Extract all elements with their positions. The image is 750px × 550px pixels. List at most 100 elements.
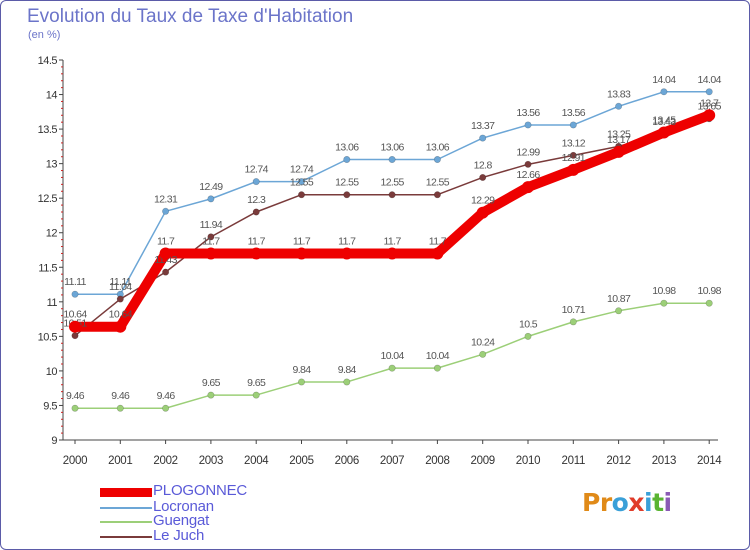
logo-letter: i: [644, 488, 653, 517]
data-label-locronan: 12.74: [245, 164, 269, 176]
data-point-locronan: [615, 102, 623, 110]
data-label-plogonnec: 13.7: [700, 97, 719, 109]
data-label-guengat: 9.84: [292, 364, 311, 376]
data-point-le-juch: [524, 160, 532, 168]
data-label-guengat: 10.87: [607, 293, 631, 305]
x-tick-label: 2000: [63, 455, 87, 467]
data-point-guengat: [615, 307, 623, 315]
y-tick-label: 9.5: [43, 400, 57, 412]
data-point-locronan: [71, 290, 79, 298]
data-label-le-juch: 11.94: [200, 219, 223, 231]
data-label-plogonnec: 12.66: [516, 169, 540, 181]
data-label-locronan: 12.74: [290, 164, 314, 176]
data-label-le-juch: 11.43: [154, 254, 177, 266]
data-point-guengat: [162, 404, 170, 412]
data-label-plogonnec: 11.7: [202, 235, 220, 247]
x-tick-label: 2001: [108, 455, 132, 467]
data-label-plogonnec: 13.17: [607, 134, 631, 146]
data-label-guengat: 10.98: [698, 285, 722, 297]
x-tick-label: 2002: [153, 455, 177, 467]
data-point-plogonnec: [657, 126, 670, 139]
data-label-le-juch: 12.55: [290, 177, 314, 189]
data-point-guengat: [207, 391, 215, 399]
data-point-guengat: [433, 364, 441, 372]
legend-label: Locronan: [153, 498, 214, 515]
data-point-plogonnec: [159, 247, 172, 260]
logo-letter: t: [652, 488, 664, 517]
data-point-le-juch: [207, 233, 215, 241]
legend-label: PLOGONNEC: [153, 482, 248, 499]
data-label-le-juch: 13.25: [607, 128, 631, 140]
data-label-locronan: 14.04: [698, 74, 722, 86]
x-tick-label: 2003: [199, 455, 223, 467]
data-label-locronan: 11.11: [64, 276, 86, 288]
y-tick-label: 10.5: [38, 331, 58, 343]
data-point-plogonnec: [69, 320, 81, 333]
data-point-locronan: [297, 178, 305, 186]
x-tick-label: 2013: [652, 455, 676, 467]
data-point-plogonnec: [340, 247, 353, 260]
y-tick-label: 14: [46, 90, 58, 102]
data-label-guengat: 9.65: [247, 377, 266, 389]
data-label-guengat: 9.65: [202, 377, 221, 389]
data-label-plogonnec: 11.7: [383, 235, 401, 247]
x-tick-label: 2011: [562, 455, 586, 467]
data-label-le-juch: 12.55: [426, 177, 450, 189]
data-point-guengat: [524, 332, 532, 340]
data-label-plogonnec: 11.7: [293, 235, 311, 247]
data-point-le-juch: [252, 208, 260, 216]
data-label-le-juch: 12.8: [474, 159, 493, 171]
data-point-plogonnec: [522, 181, 534, 194]
data-label-le-juch: 12.55: [335, 177, 359, 189]
data-point-le-juch: [388, 191, 396, 199]
x-tick-label: 2008: [425, 455, 449, 467]
data-label-guengat: 9.46: [66, 390, 85, 402]
data-label-guengat: 10.5: [519, 318, 538, 330]
data-point-le-juch: [433, 191, 441, 199]
legend-swatch: [100, 487, 152, 497]
data-label-locronan: 13.56: [562, 107, 586, 119]
data-label-locronan: 12.31: [154, 193, 178, 205]
y-tick-label: 12.5: [38, 193, 58, 205]
data-point-guengat: [71, 404, 79, 412]
legend-label: Guengat: [153, 512, 210, 529]
data-point-guengat: [297, 378, 305, 386]
data-point-le-juch: [116, 295, 124, 303]
data-label-plogonnec: 11.7: [157, 235, 175, 247]
data-label-locronan: 14.04: [652, 74, 676, 86]
data-label-plogonnec: 12.91: [562, 152, 586, 164]
chart-title: Evolution du Taux de Taxe d'Habitation: [27, 6, 354, 27]
data-point-locronan: [162, 207, 170, 215]
data-point-locronan: [705, 88, 713, 96]
y-tick-label: 12: [46, 228, 58, 240]
data-point-locronan: [524, 121, 532, 129]
data-label-guengat: 9.46: [111, 390, 130, 402]
data-point-locronan: [343, 155, 351, 163]
x-tick-label: 2012: [606, 455, 630, 467]
logo-letter: i: [663, 488, 673, 517]
data-label-guengat: 10.24: [471, 336, 495, 348]
data-label-plogonnec: 12.29: [471, 195, 495, 207]
data-label-guengat: 10.71: [562, 304, 586, 316]
data-label-locronan: 13.06: [426, 141, 450, 153]
data-point-locronan: [433, 155, 441, 163]
data-point-locronan: [252, 178, 260, 186]
data-point-plogonnec: [476, 206, 489, 219]
logo-letter: o: [611, 488, 629, 517]
x-tick-label: 2014: [697, 455, 722, 467]
data-point-locronan: [388, 155, 396, 163]
legend-swatch: [100, 521, 152, 523]
data-label-plogonnec: 10.64: [63, 309, 87, 321]
data-label-locronan: 13.83: [607, 88, 631, 100]
data-point-plogonnec: [703, 109, 716, 122]
data-label-locronan: 13.37: [471, 120, 495, 132]
proxiti-logo: Proxiti: [582, 488, 672, 517]
logo-letter: x: [628, 488, 644, 517]
y-tick-label: 14.5: [38, 55, 58, 67]
data-label-plogonnec: 11.7: [248, 235, 266, 247]
data-point-guengat: [705, 299, 713, 307]
y-tick-label: 13.5: [38, 124, 58, 136]
data-point-plogonnec: [204, 247, 217, 260]
